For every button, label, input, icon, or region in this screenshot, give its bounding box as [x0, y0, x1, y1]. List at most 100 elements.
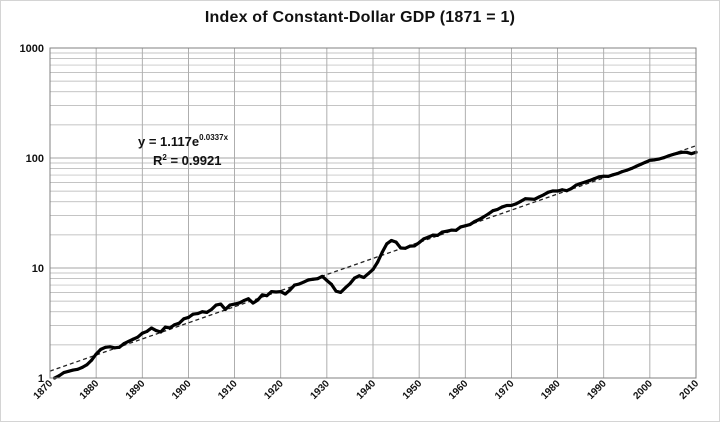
data-point: [76, 367, 80, 371]
data-point: [233, 302, 237, 306]
data-point: [500, 205, 504, 209]
data-point: [316, 277, 320, 281]
data-point: [265, 294, 269, 298]
r-squared: R2 = 0.9921: [153, 153, 221, 168]
x-tick-label: 1980: [539, 378, 563, 402]
data-point: [463, 224, 467, 228]
data-point: [583, 180, 587, 184]
data-point: [685, 150, 689, 154]
data-point: [136, 335, 140, 339]
data-point: [597, 175, 601, 179]
data-point: [542, 193, 546, 197]
data-point: [389, 238, 393, 242]
data-point: [357, 274, 361, 278]
trend-equation: y = 1.117e0.0337x: [138, 133, 229, 149]
data-point: [334, 289, 338, 293]
data-point: [214, 303, 218, 307]
data-point: [648, 158, 652, 162]
data-point: [274, 290, 278, 294]
data-point: [219, 302, 223, 306]
x-tick-label: 1930: [308, 378, 332, 402]
data-point: [343, 286, 347, 290]
x-tick-label: 1950: [401, 378, 425, 402]
data-point: [242, 299, 246, 303]
data-point: [191, 312, 195, 316]
data-point: [329, 282, 333, 286]
data-point: [666, 154, 670, 158]
data-point: [565, 189, 569, 193]
data-point: [293, 283, 297, 287]
data-point: [408, 244, 412, 248]
x-tick-label: 1910: [216, 378, 240, 402]
data-point: [468, 223, 472, 227]
data-point: [588, 178, 592, 182]
data-point: [579, 182, 583, 186]
data-point: [574, 183, 578, 187]
data-point: [380, 250, 384, 254]
data-point: [399, 246, 403, 250]
data-point: [376, 260, 380, 264]
data-point: [113, 346, 117, 350]
x-tick-label: 2010: [678, 378, 702, 402]
data-point: [689, 152, 693, 156]
data-point: [611, 173, 615, 177]
data-point: [445, 229, 449, 233]
data-point: [325, 278, 329, 282]
x-tick-label: 1890: [124, 378, 148, 402]
data-point: [371, 267, 375, 271]
data-point: [519, 199, 523, 203]
data-point: [168, 326, 172, 330]
data-point: [279, 290, 283, 294]
data-point: [671, 153, 675, 156]
data-point: [491, 209, 495, 213]
data-point: [246, 297, 250, 301]
data-point: [177, 321, 181, 325]
data-point: [80, 365, 84, 369]
data-point: [228, 303, 232, 307]
data-point: [260, 293, 264, 297]
data-point: [606, 174, 610, 178]
data-point: [283, 292, 287, 296]
data-point: [223, 307, 227, 311]
data-point: [90, 358, 94, 362]
data-point: [496, 207, 500, 211]
data-point: [182, 317, 186, 321]
data-point: [196, 312, 200, 316]
data-point: [426, 235, 430, 239]
x-tick-label: 1960: [447, 378, 471, 402]
data-point: [173, 323, 177, 327]
data-point: [505, 204, 509, 207]
data-point: [652, 158, 656, 162]
data-point: [71, 368, 75, 372]
data-point: [440, 230, 444, 234]
data-point: [94, 352, 98, 356]
data-point: [634, 164, 638, 168]
data-point: [560, 188, 564, 192]
data-point: [482, 215, 486, 219]
data-point: [85, 363, 89, 367]
data-point: [57, 374, 61, 378]
data-point: [592, 177, 596, 181]
data-point: [394, 240, 398, 244]
x-tick-label: 1880: [78, 378, 102, 402]
data-point: [486, 212, 490, 216]
data-point: [509, 203, 513, 207]
data-point: [66, 369, 70, 373]
data-point: [417, 241, 421, 245]
data-point: [620, 170, 624, 174]
y-tick-label: 10: [32, 263, 44, 275]
data-point: [449, 228, 453, 232]
x-tick-label: 1940: [355, 378, 379, 402]
data-point: [556, 189, 560, 193]
data-point: [288, 288, 292, 292]
data-point: [431, 233, 435, 237]
data-point: [602, 174, 606, 178]
data-point: [643, 160, 647, 164]
data-point: [528, 197, 532, 201]
data-point: [154, 329, 158, 333]
data-point: [477, 218, 481, 221]
data-point: [122, 342, 126, 346]
y-tick-label: 1000: [20, 43, 44, 55]
data-point: [459, 225, 463, 229]
